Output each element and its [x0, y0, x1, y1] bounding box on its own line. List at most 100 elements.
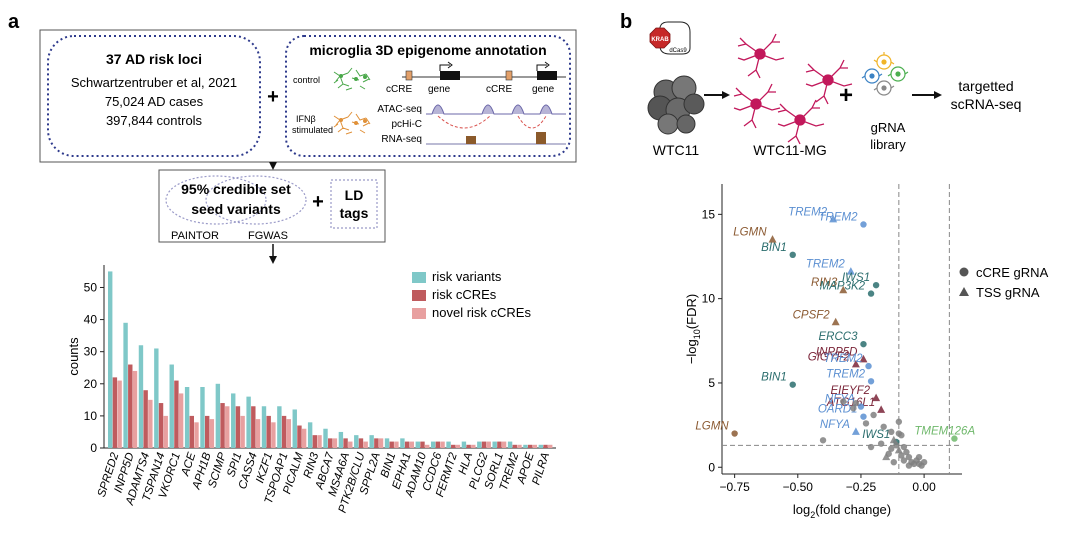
bar [158, 403, 164, 448]
point-label: LGMN [695, 421, 729, 433]
bar [471, 444, 476, 448]
ccre-point [898, 452, 905, 459]
ccre-point [789, 381, 796, 388]
bar [430, 441, 436, 448]
tss-point [839, 285, 848, 294]
wtc11-mg-label: WTC11-MG [753, 142, 827, 158]
ifnb-label-2: stimulated [292, 125, 333, 135]
bar-legend-swatch [412, 290, 426, 301]
tss-point [889, 435, 898, 444]
point-label: EIEYF2 [830, 385, 870, 397]
bar [466, 444, 471, 448]
epigenome-title: microglia 3D epigenome annotation [309, 42, 546, 58]
bar [277, 406, 282, 448]
bar-legend-label: risk cCREs [432, 287, 497, 302]
volcano-x-axis-title: log2(fold change) [793, 502, 891, 520]
ccre-point [857, 403, 865, 410]
bar-y-axis-title: counts [66, 337, 81, 376]
bar [404, 441, 410, 448]
bar [178, 393, 184, 448]
bar [440, 441, 445, 448]
ccre-point [888, 445, 895, 452]
bar [384, 438, 390, 448]
fgwas-ellipse [205, 175, 307, 225]
bar [492, 441, 497, 448]
tss-point [831, 317, 840, 326]
ccre-label-1: cCRE [386, 84, 412, 95]
bar [477, 441, 482, 448]
bar [374, 438, 379, 448]
bar [354, 435, 359, 448]
bar-legend-label: novel risk cCREs [432, 305, 531, 320]
point-label: IWS1 [862, 429, 890, 441]
ccre-point [895, 418, 903, 425]
bar [231, 393, 236, 448]
bar [338, 431, 344, 448]
bar [332, 438, 338, 448]
bar [215, 383, 221, 448]
ccre-point [900, 457, 908, 464]
tss-point [877, 405, 886, 413]
volcano-y-axis-title: −log10(FDR) [684, 294, 702, 364]
bar [523, 444, 528, 448]
bar [163, 415, 168, 448]
ld-tags-box [330, 179, 378, 229]
ccre-point [877, 440, 885, 447]
plus-sign-mid: + [312, 191, 324, 213]
volcano-chart: 0 5 10 15 −0.75 −0.50 −0.25 0.00 log2(fold chang… [684, 184, 1049, 520]
bar [132, 370, 138, 448]
bar [517, 444, 522, 448]
point-label: LGMN [733, 227, 767, 239]
bar-legend-swatch [412, 308, 426, 319]
bar [538, 444, 544, 448]
ccre-point [890, 458, 897, 466]
point-label: OARD1 [818, 404, 858, 416]
atac-seq-track [426, 104, 566, 115]
ccre-point [860, 340, 867, 348]
ccre-label-2: cCRE [486, 84, 512, 95]
bar [235, 406, 241, 448]
tss-point [894, 445, 903, 454]
bar [143, 390, 148, 448]
track-atac-label: ATAC-seq [377, 104, 422, 115]
bar [486, 441, 491, 448]
ccre-point [888, 428, 895, 436]
dcas9-label: dCas9 [669, 48, 687, 54]
ccre-point [893, 442, 900, 449]
ld-label: LD [345, 187, 364, 203]
bar [251, 406, 256, 448]
ccre-point [880, 423, 887, 430]
wtc11-cells-icon [647, 75, 705, 135]
bar [512, 444, 517, 448]
microglia-cells-icon [733, 33, 853, 145]
ccre-point [819, 437, 827, 444]
ccre-point [951, 435, 958, 442]
ccre-point [867, 290, 875, 297]
ccre-point [903, 448, 910, 456]
bar [108, 271, 113, 448]
volcano-x-tick-label: −0.75 [719, 480, 750, 494]
painter-label: PAINTOR [171, 230, 219, 242]
point-label: MAP3K2 [820, 281, 866, 293]
krab-dcas9-icon: KRAB dCas9 [649, 21, 691, 55]
fgwas-label: FGWAS [248, 230, 288, 242]
point-label: TREM2 [824, 353, 864, 365]
bar [343, 438, 348, 448]
bar [261, 406, 267, 448]
panel-b-label: b [620, 11, 632, 33]
ccre-point [860, 413, 867, 420]
panel-a-label: a [8, 11, 20, 33]
legend-triangle-icon [959, 287, 969, 296]
bar [363, 441, 368, 448]
bar [148, 399, 153, 448]
point-label: TREM2 [806, 259, 846, 271]
point-label: NFYA [825, 394, 855, 406]
bar [312, 435, 318, 448]
tags-label: tags [340, 205, 369, 221]
bar [317, 435, 322, 448]
epigenome-box [285, 35, 571, 157]
painter-ellipse [165, 175, 267, 225]
tss-point [872, 393, 881, 402]
grna-label-1: gRNA [871, 120, 906, 135]
